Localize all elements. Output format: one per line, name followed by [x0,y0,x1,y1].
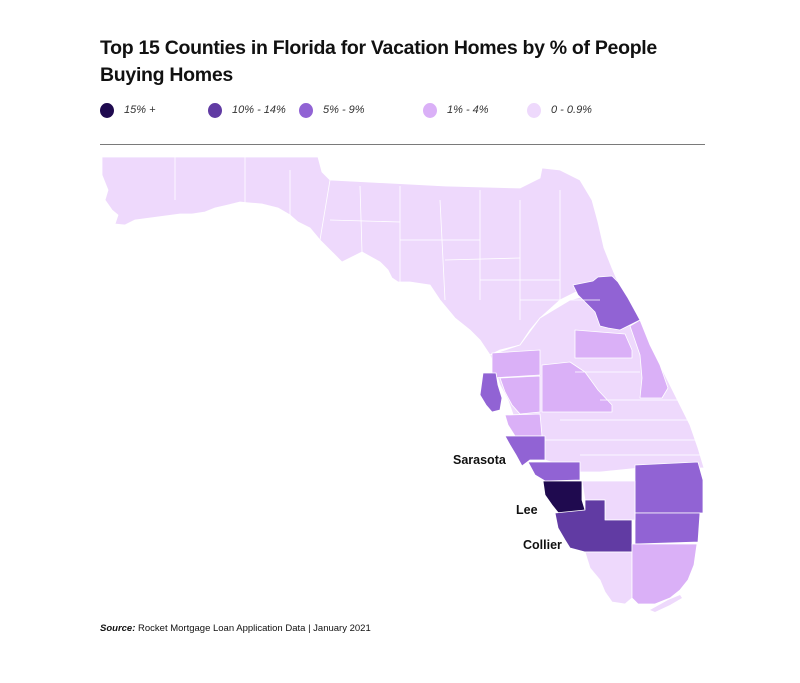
county-region-panhandle [101,156,619,356]
county-lee [542,480,586,516]
county-pasco [491,349,541,379]
source-prefix: Source: [100,623,136,634]
divider [100,144,705,145]
county-orange [574,329,633,359]
county-palm-beach [634,461,704,514]
county-sarasota [504,435,546,467]
label-collier: Collier [523,538,562,552]
county-broward [634,512,701,545]
county-hillsborough [499,375,541,415]
legend-swatch-icon [100,102,114,118]
legend-item-0-09: 0 - 0.9% [527,100,592,120]
county-polk [541,361,613,413]
legend: 15% + 10% - 14% 5% - 9% 1% - 4% 0 - 0.9% [100,100,720,120]
label-sarasota: Sarasota [453,453,506,467]
chart-title: Top 15 Counties in Florida for Vacation … [100,37,657,86]
county-miami-dade [631,543,698,605]
legend-item-1-4: 1% - 4% [423,100,489,120]
source-text: Rocket Mortgage Loan Application Data | … [135,623,371,634]
legend-swatch-icon [208,102,222,118]
legend-swatch-icon [299,102,313,118]
legend-label: 5% - 9% [323,104,365,116]
legend-label: 15% + [124,104,156,116]
legend-item-15-plus: 15% + [100,100,156,120]
source-note: Source: Rocket Mortgage Loan Application… [100,623,371,634]
legend-item-10-14: 10% - 14% [208,100,286,120]
legend-item-5-9: 5% - 9% [299,100,365,120]
county-pinellas [479,372,503,413]
county-charlotte [527,461,581,482]
county-monroe [584,551,633,605]
legend-label: 1% - 4% [447,104,489,116]
county-volusia [572,275,641,331]
legend-label: 0 - 0.9% [551,104,592,116]
florida-keys [650,595,682,612]
county-brevard [629,319,669,399]
label-lee: Lee [516,503,538,517]
county-manatee [504,413,543,437]
legend-swatch-icon [527,102,541,118]
legend-label: 10% - 14% [232,104,286,116]
legend-swatch-icon [423,102,437,118]
